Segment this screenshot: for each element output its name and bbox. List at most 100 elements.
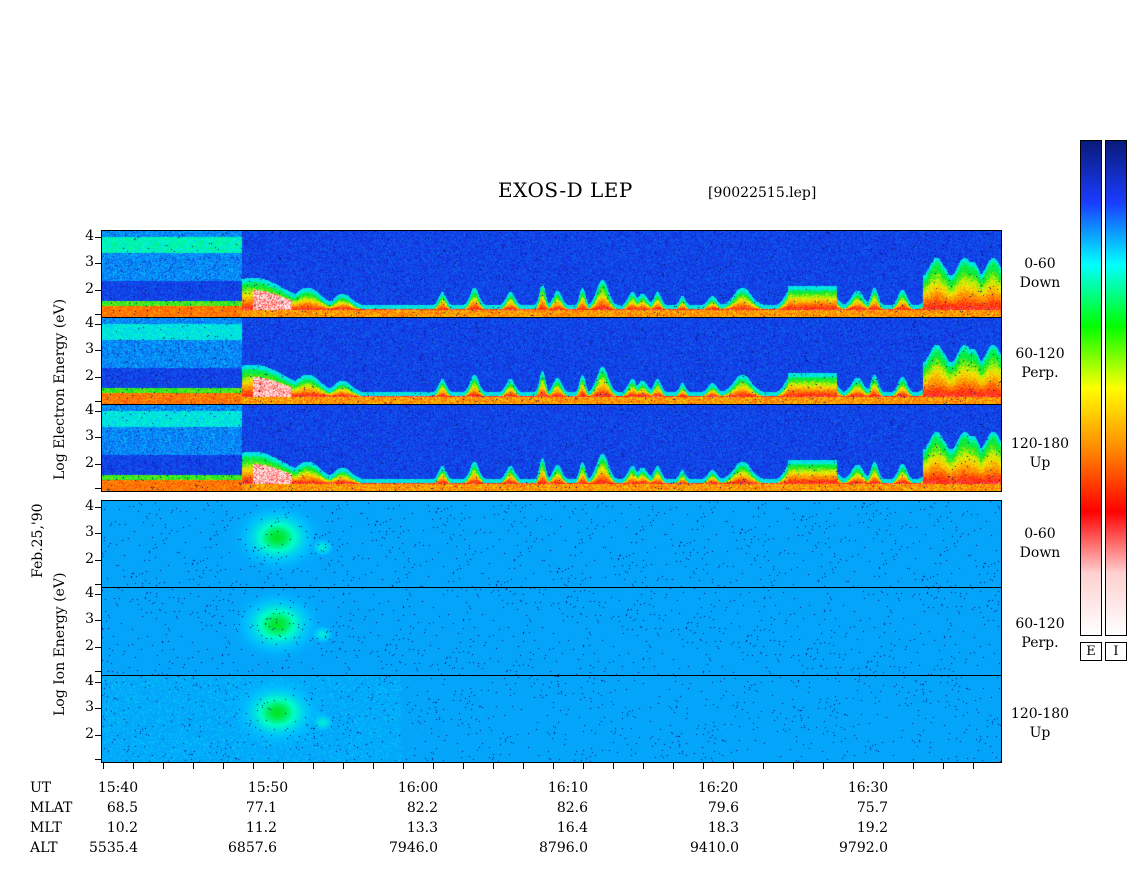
ion-panel-down — [101, 500, 1002, 588]
x-minor-tick — [553, 763, 554, 769]
orbit-mlat-value: 68.5 — [106, 800, 138, 816]
orbit-alt-value: 7946.0 — [389, 840, 438, 856]
orbit-mlat-value: 79.6 — [707, 800, 739, 816]
colorbar-electron-label: E — [1080, 642, 1102, 661]
orbit-ut-value: 16:00 — [397, 780, 439, 796]
y-tick-mark — [95, 314, 101, 315]
row-label-mlt: MLT — [30, 820, 62, 836]
y-tick-mark — [95, 350, 101, 351]
y-tick-label: 3 — [85, 428, 94, 444]
y-tick-mark — [95, 620, 101, 621]
electron-perp-spectrogram — [102, 318, 1001, 404]
x-minor-tick — [493, 763, 494, 769]
orbit-alt-value: 5535.4 — [89, 840, 138, 856]
colorbar-ion-label: I — [1105, 642, 1127, 661]
x-minor-tick — [973, 763, 974, 769]
x-axis — [101, 762, 1000, 763]
x-minor-tick — [283, 763, 284, 769]
x-minor-tick — [913, 763, 914, 769]
y-tick-mark — [95, 671, 101, 672]
orbit-ut-value: 16:10 — [547, 780, 589, 796]
orbit-ut-value: 16:20 — [697, 780, 739, 796]
x-minor-tick — [433, 763, 434, 769]
ion-down-spectrogram — [102, 501, 1001, 587]
panel-2-label: 60-120 Perp. — [1015, 346, 1065, 381]
electron-panel-down — [101, 230, 1002, 318]
ion-axis-label: Log Ion Energy (eV) — [52, 572, 68, 716]
y-tick-mark — [95, 533, 101, 534]
orbit-mlt-value: 18.3 — [707, 820, 739, 836]
panel-5-label: 60-120 Perp. — [1015, 616, 1065, 651]
orbit-alt-value: 9410.0 — [690, 840, 739, 856]
orbit-mlt-value: 19.2 — [856, 820, 888, 836]
y-tick-label: 3 — [85, 341, 94, 357]
y-tick-label: 4 — [85, 402, 94, 418]
y-tick-label: 3 — [85, 524, 94, 540]
orbit-ut-value: 15:50 — [247, 780, 289, 796]
orbit-ut-value: 16:30 — [847, 780, 889, 796]
orbit-mlat-value: 82.6 — [556, 800, 588, 816]
x-minor-tick — [733, 763, 734, 769]
orbit-mlt-value: 13.3 — [406, 820, 438, 836]
orbit-ut-value: 15:40 — [97, 780, 139, 796]
y-tick-mark — [95, 594, 101, 595]
orbit-mlat-value: 77.1 — [245, 800, 277, 816]
x-minor-tick — [163, 763, 164, 769]
row-label-ut: UT — [30, 780, 52, 796]
x-minor-tick — [643, 763, 644, 769]
colorbar-ion — [1105, 140, 1127, 636]
y-tick-label: 4 — [85, 585, 94, 601]
y-tick-mark — [95, 682, 101, 683]
y-tick-mark — [95, 263, 101, 264]
x-minor-tick — [943, 763, 944, 769]
y-tick-mark — [95, 237, 101, 238]
x-minor-tick — [583, 763, 584, 769]
y-tick-mark — [95, 647, 101, 648]
x-minor-tick — [703, 763, 704, 769]
y-tick-label: 3 — [85, 699, 94, 715]
y-tick-mark — [95, 560, 101, 561]
y-tick-mark — [95, 411, 101, 412]
row-label-mlat: MLAT — [30, 800, 73, 816]
y-tick-label: 4 — [85, 498, 94, 514]
orbit-alt-value: 9792.0 — [839, 840, 888, 856]
x-minor-tick — [403, 763, 404, 769]
panel-6-label: 120-180 Up — [1010, 706, 1070, 741]
y-tick-mark — [95, 759, 101, 760]
file-name: [90022515.lep] — [708, 185, 817, 201]
panel-3-label: 120-180 Up — [1010, 436, 1070, 471]
row-label-alt: ALT — [30, 840, 58, 856]
panel-1-label: 0-60 Down — [1019, 256, 1061, 291]
x-minor-tick — [373, 763, 374, 769]
y-tick-mark — [95, 735, 101, 736]
panel-4-label: 0-60 Down — [1019, 526, 1061, 561]
orbit-alt-value: 8796.0 — [539, 840, 588, 856]
y-tick-label: 4 — [85, 315, 94, 331]
chart-title: EXOS-D LEP — [498, 178, 633, 202]
orbit-mlt-value: 10.2 — [106, 820, 138, 836]
x-minor-tick — [103, 763, 104, 769]
x-minor-tick — [223, 763, 224, 769]
y-tick-mark — [95, 324, 101, 325]
x-minor-tick — [313, 763, 314, 769]
y-tick-label: 3 — [85, 611, 94, 627]
x-minor-tick — [463, 763, 464, 769]
orbit-mlat-value: 75.7 — [856, 800, 888, 816]
y-tick-mark — [95, 507, 101, 508]
x-minor-tick — [883, 763, 884, 769]
ion-perp-spectrogram — [102, 588, 1001, 675]
y-tick-label: 4 — [85, 673, 94, 689]
y-tick-mark — [95, 584, 101, 585]
y-tick-mark — [95, 488, 101, 489]
x-minor-tick — [253, 763, 254, 769]
x-minor-tick — [763, 763, 764, 769]
y-tick-label: 2 — [85, 638, 94, 654]
x-minor-tick — [133, 763, 134, 769]
y-tick-mark — [95, 377, 101, 378]
x-minor-tick — [523, 763, 524, 769]
y-tick-mark — [95, 290, 101, 291]
electron-axis-label: Log Electron Energy (eV) — [52, 298, 68, 480]
y-tick-mark — [95, 437, 101, 438]
ion-panel-perp — [101, 587, 1002, 676]
orbit-alt-value: 6857.6 — [228, 840, 277, 856]
